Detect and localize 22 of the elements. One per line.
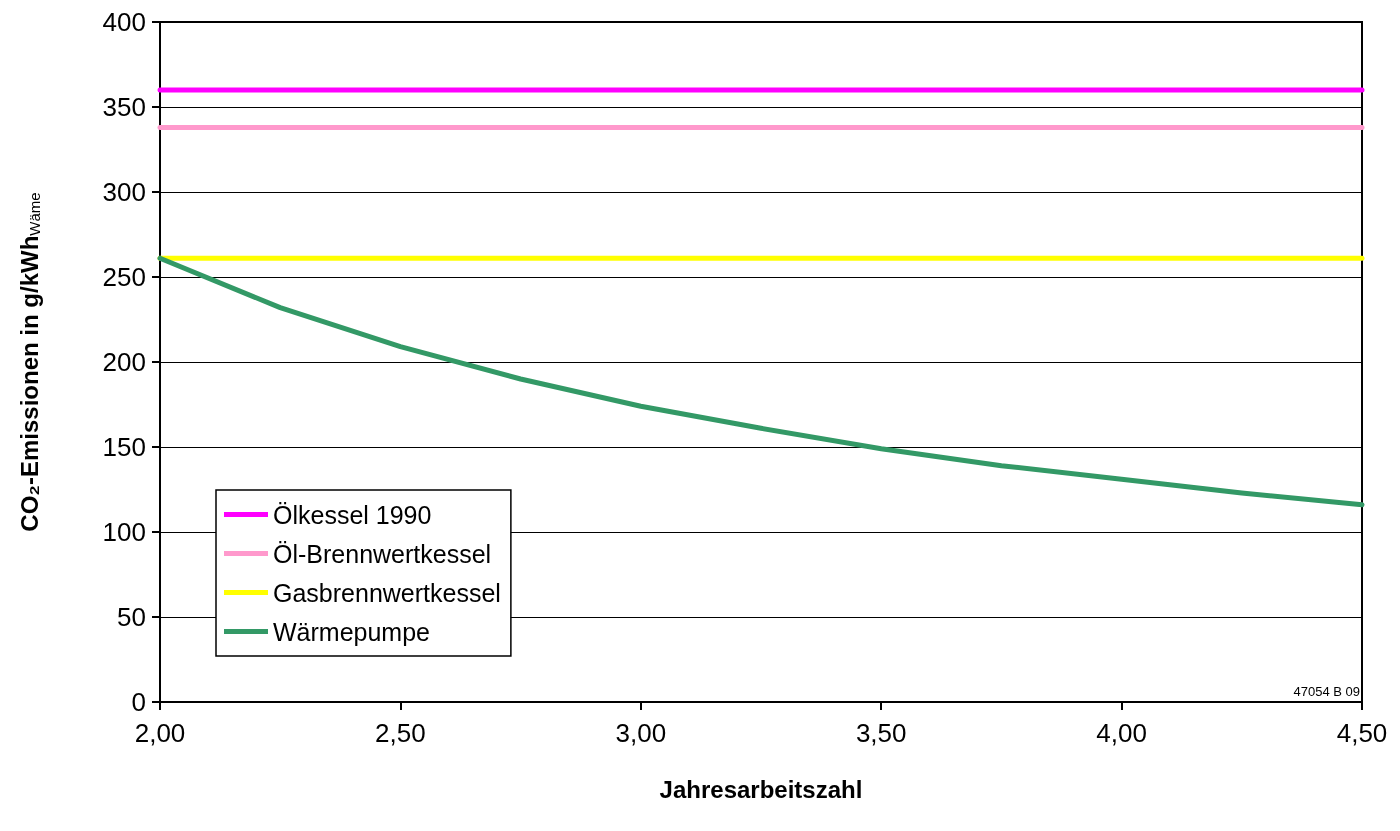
legend-label: Öl-Brennwertkessel	[273, 539, 492, 568]
x-tick-label: 2,00	[134, 718, 186, 748]
y-tick-label: 0	[131, 687, 146, 717]
legend-label: Ölkessel 1990	[273, 500, 432, 529]
y-tick-label: 350	[102, 92, 146, 122]
x-tick-label: 4,50	[1336, 718, 1388, 748]
y-tick-label: 400	[102, 7, 146, 37]
y-tick-label: 200	[102, 347, 146, 377]
x-tick-label: 3,50	[855, 718, 907, 748]
annotation: 47054 B 09	[1293, 684, 1361, 699]
y-tick-label: 100	[102, 517, 146, 547]
x-axis-title: Jahresarbeitszahl	[659, 775, 863, 803]
x-tick-label: 2,50	[375, 718, 426, 748]
y-tick-label: 150	[102, 432, 146, 462]
y-tick-label: 250	[102, 262, 146, 292]
y-tick-label: 300	[102, 177, 146, 207]
legend-label: Gasbrennwertkessel	[273, 578, 501, 607]
y-axis-title: CO₂-Emissionen in g/kWhWäme	[16, 192, 43, 532]
x-tick-label: 3,00	[615, 718, 667, 748]
legend-label: Wärmepumpe	[273, 617, 430, 646]
y-tick-label: 50	[117, 602, 146, 632]
x-tick-label: 4,00	[1096, 718, 1147, 748]
